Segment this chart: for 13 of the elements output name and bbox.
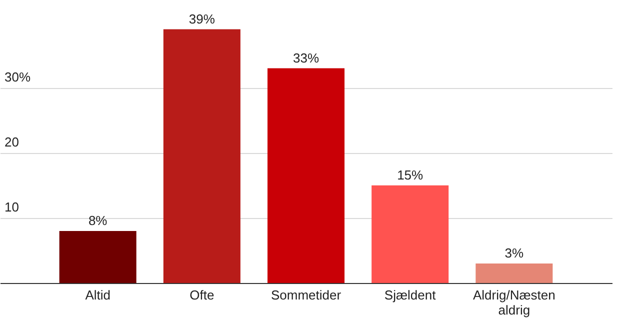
x-tick-label: Altid bbox=[85, 288, 110, 302]
y-tick-label: 30% bbox=[4, 69, 31, 84]
x-tick-label: Aldrig/Næsten aldrig bbox=[472, 288, 556, 318]
data-label: 33% bbox=[292, 50, 320, 66]
data-label: 15% bbox=[397, 167, 424, 182]
x-tick-label: Sommetider bbox=[270, 288, 342, 302]
data-label: 8% bbox=[88, 212, 108, 228]
x-tick-label: Sjældent bbox=[384, 288, 436, 302]
y-tick-label: 10 bbox=[4, 199, 19, 214]
data-label: 3% bbox=[504, 245, 524, 260]
x-tick-label: Ofte bbox=[190, 288, 214, 302]
data-label: 39% bbox=[188, 11, 216, 26]
y-tick-label: 20 bbox=[4, 134, 19, 150]
